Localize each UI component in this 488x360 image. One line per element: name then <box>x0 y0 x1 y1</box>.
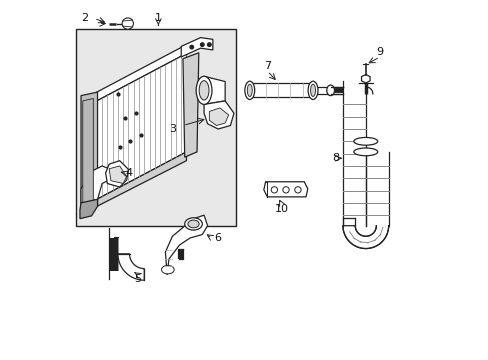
Ellipse shape <box>184 218 202 230</box>
Ellipse shape <box>353 138 377 145</box>
Polygon shape <box>118 254 144 280</box>
Polygon shape <box>105 161 128 187</box>
Polygon shape <box>342 226 388 248</box>
Text: 2: 2 <box>81 13 88 23</box>
Circle shape <box>207 43 211 46</box>
Polygon shape <box>181 37 212 57</box>
Ellipse shape <box>199 81 208 100</box>
Polygon shape <box>80 199 97 219</box>
Polygon shape <box>264 182 307 197</box>
Text: 5: 5 <box>134 274 141 284</box>
Polygon shape <box>209 108 228 126</box>
Circle shape <box>190 45 193 49</box>
Circle shape <box>271 187 277 193</box>
Polygon shape <box>203 76 224 104</box>
Polygon shape <box>97 53 186 199</box>
Circle shape <box>200 43 203 46</box>
Polygon shape <box>361 75 369 83</box>
Ellipse shape <box>307 81 317 99</box>
Polygon shape <box>183 53 199 157</box>
Text: 8: 8 <box>332 153 339 163</box>
Polygon shape <box>97 152 186 206</box>
Polygon shape <box>165 215 207 275</box>
Ellipse shape <box>244 81 254 99</box>
Ellipse shape <box>353 148 377 156</box>
Polygon shape <box>97 45 186 101</box>
Ellipse shape <box>161 265 174 274</box>
Polygon shape <box>249 83 312 97</box>
Polygon shape <box>81 92 97 210</box>
Ellipse shape <box>326 85 334 96</box>
Circle shape <box>282 187 288 193</box>
Text: 7: 7 <box>263 61 270 71</box>
Text: 9: 9 <box>376 47 383 57</box>
Text: 4: 4 <box>125 168 132 178</box>
Polygon shape <box>81 166 111 203</box>
Ellipse shape <box>187 220 199 228</box>
Circle shape <box>294 187 301 193</box>
Polygon shape <box>82 98 93 203</box>
Circle shape <box>122 18 133 29</box>
Polygon shape <box>109 166 126 184</box>
Ellipse shape <box>196 76 211 104</box>
Polygon shape <box>203 101 233 129</box>
Text: 1: 1 <box>155 13 162 23</box>
Polygon shape <box>312 87 330 94</box>
Bar <box>76 29 236 226</box>
Text: 3: 3 <box>168 124 176 134</box>
Ellipse shape <box>310 84 315 96</box>
Text: 6: 6 <box>214 233 221 243</box>
Ellipse shape <box>247 84 252 96</box>
Text: 10: 10 <box>274 204 288 214</box>
